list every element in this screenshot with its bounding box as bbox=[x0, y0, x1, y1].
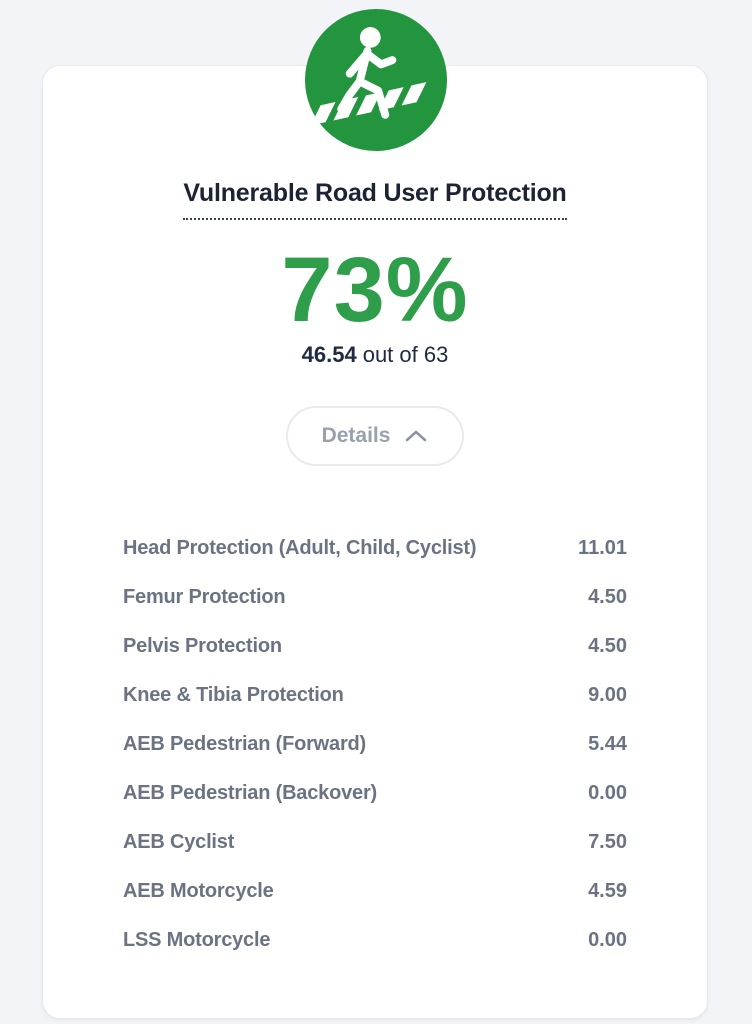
details-button-label: Details bbox=[321, 424, 391, 448]
score-points: 46.54 bbox=[301, 342, 357, 368]
breakdown-label: AEB Cyclist bbox=[123, 831, 235, 854]
breakdown-row: LSS Motorcycle 0.00 bbox=[123, 916, 627, 965]
breakdown-value: 5.44 bbox=[588, 733, 627, 756]
breakdown-row: AEB Pedestrian (Backover) 0.00 bbox=[123, 769, 627, 818]
breakdown-row: Head Protection (Adult, Child, Cyclist) … bbox=[123, 524, 627, 573]
breakdown-label: Pelvis Protection bbox=[123, 635, 282, 658]
breakdown-row: AEB Cyclist 7.50 bbox=[123, 818, 627, 867]
breakdown-label: Head Protection (Adult, Child, Cyclist) bbox=[123, 537, 477, 560]
breakdown-label: AEB Motorcycle bbox=[123, 880, 274, 903]
breakdown-row: Femur Protection 4.50 bbox=[123, 573, 627, 622]
breakdown-row: AEB Motorcycle 4.59 bbox=[123, 867, 627, 916]
breakdown-value: 9.00 bbox=[588, 684, 627, 707]
breakdown-label: Knee & Tibia Protection bbox=[123, 684, 344, 707]
score-percentage: 73% bbox=[281, 239, 469, 342]
breakdown-value: 11.01 bbox=[578, 537, 627, 560]
breakdown-label: AEB Pedestrian (Forward) bbox=[123, 733, 367, 756]
breakdown-value: 4.50 bbox=[588, 635, 627, 658]
breakdown-row: AEB Pedestrian (Forward) 5.44 bbox=[123, 720, 627, 769]
vru-protection-card: Vulnerable Road User Protection 73% 46.5… bbox=[42, 65, 708, 1019]
breakdown-value: 0.00 bbox=[588, 929, 627, 952]
breakdown-row: Pelvis Protection 4.50 bbox=[123, 622, 627, 671]
breakdown-row: Knee & Tibia Protection 9.00 bbox=[123, 671, 627, 720]
chevron-up-icon bbox=[404, 429, 428, 443]
score-max: out of 63 bbox=[362, 342, 449, 368]
breakdown-label: Femur Protection bbox=[123, 586, 286, 609]
score-detail: 46.54 out of 63 bbox=[43, 342, 707, 368]
breakdown-value: 4.50 bbox=[588, 586, 627, 609]
breakdown-label: AEB Pedestrian (Backover) bbox=[123, 782, 377, 805]
page-title-text: Vulnerable Road User Protection bbox=[183, 178, 567, 221]
breakdown-value: 0.00 bbox=[588, 782, 627, 805]
page-title: Vulnerable Road User Protection bbox=[43, 178, 707, 221]
score-breakdown-list: Head Protection (Adult, Child, Cyclist) … bbox=[43, 524, 707, 965]
pedestrian-crossing-icon bbox=[305, 9, 447, 151]
breakdown-value: 7.50 bbox=[588, 831, 627, 854]
breakdown-label: LSS Motorcycle bbox=[123, 929, 271, 952]
details-button[interactable]: Details bbox=[285, 406, 465, 467]
breakdown-value: 4.59 bbox=[588, 880, 627, 903]
